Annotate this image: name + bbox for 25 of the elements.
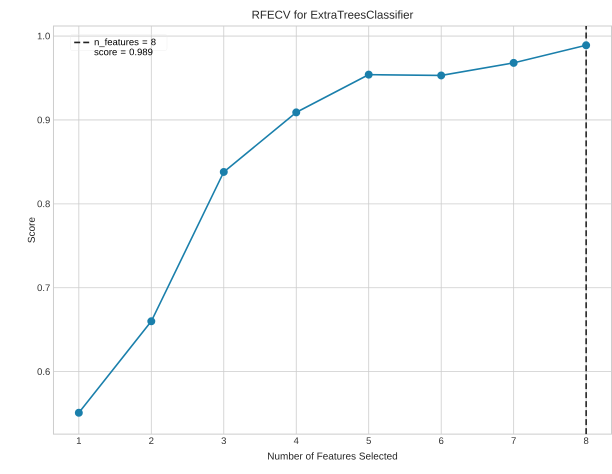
y-tick-label: 0.9: [37, 116, 50, 124]
point: [74, 408, 83, 417]
point: [292, 108, 300, 117]
y-axis-title: Score: [28, 218, 35, 243]
point: [147, 317, 156, 326]
y-tick-label: 0.6: [37, 368, 50, 376]
point: [510, 59, 518, 68]
point: [582, 41, 590, 50]
y-tick-label: 1.0: [38, 32, 50, 40]
point: [437, 72, 446, 80]
x-tick-label: 4: [294, 438, 299, 444]
x-tick-label: 7: [512, 438, 516, 444]
x-tick-label: 8: [584, 438, 588, 444]
point: [220, 168, 228, 176]
y-tick-label: 0.8: [37, 200, 50, 208]
y-tick-label: 0.7: [37, 284, 50, 292]
x-tick-label: 2: [149, 438, 154, 444]
x-tick-label: 5: [366, 438, 371, 444]
x-axis-title: Number of Features Selected: [268, 452, 398, 460]
chart-title: RFECV for ExtraTreesClassifier: [252, 10, 414, 19]
x-tick-label: 6: [439, 438, 444, 444]
x-tick-label: 3: [221, 438, 226, 444]
x-tick-label: 1: [76, 438, 81, 444]
ref-line-label: n_features = 8 score = 0.989: [94, 38, 156, 56]
point: [364, 70, 373, 79]
